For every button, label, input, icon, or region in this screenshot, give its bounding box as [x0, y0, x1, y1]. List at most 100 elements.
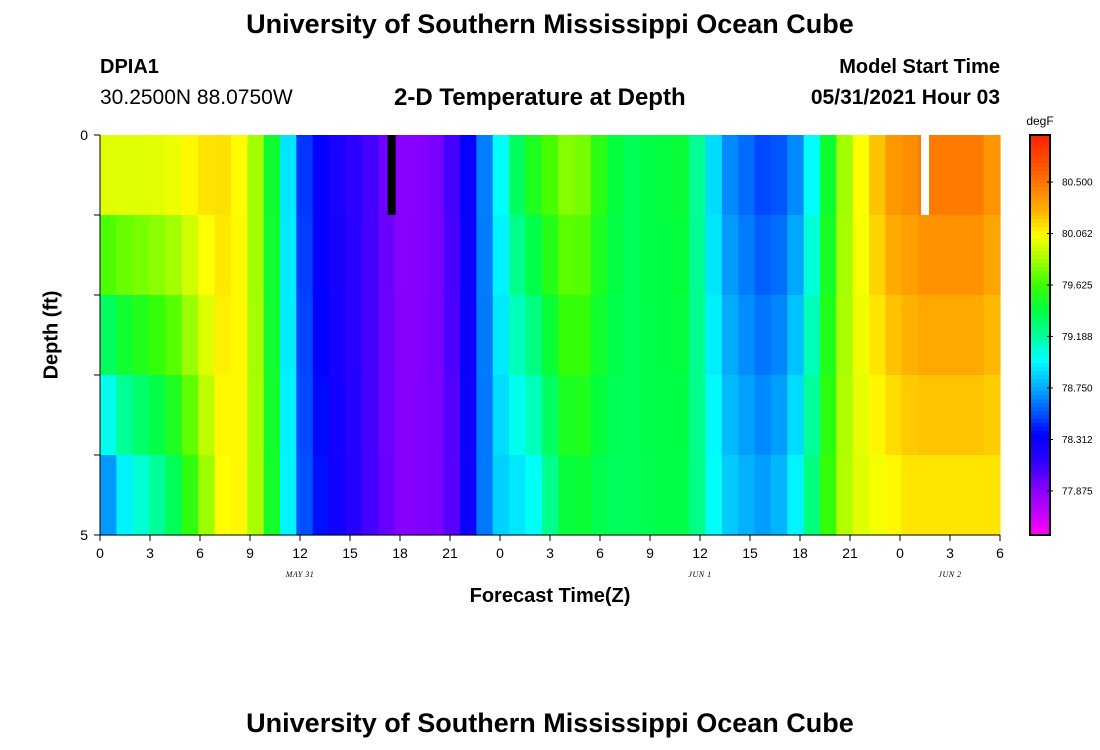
heatmap-cell	[116, 375, 134, 456]
colorbar-segment	[1030, 147, 1050, 152]
heatmap-cell	[165, 215, 183, 296]
heatmap-cell	[950, 135, 968, 216]
x-tick-label: 18	[392, 545, 408, 561]
colorbar-segment	[1030, 167, 1050, 172]
colorbar-segment	[1030, 431, 1050, 436]
colorbar-segment	[1030, 175, 1050, 180]
x-tick-label: 21	[842, 545, 858, 561]
colorbar-segment	[1030, 379, 1050, 384]
colorbar-segment	[1030, 247, 1050, 252]
heatmap-cell	[230, 135, 248, 216]
heatmap-cell	[230, 375, 248, 456]
heatmap-cell	[410, 215, 428, 296]
colorbar-segment	[1030, 155, 1050, 160]
heatmap-cell	[132, 135, 150, 216]
heatmap-cell	[263, 215, 281, 296]
heatmap-cell	[460, 455, 477, 536]
colorbar-segment	[1030, 499, 1050, 504]
page-title: University of Southern Mississippi Ocean…	[246, 9, 854, 39]
colorbar-segment	[1030, 523, 1050, 528]
heatmap-cell	[132, 295, 150, 376]
heatmap-cell	[852, 215, 870, 296]
colorbar-segment	[1030, 259, 1050, 264]
heatmap-cell	[509, 215, 527, 296]
heatmap-cell	[361, 295, 379, 376]
heatmap-cell	[410, 295, 428, 376]
heatmap-cell	[623, 455, 641, 536]
heatmap-cell	[918, 455, 936, 536]
heatmap-cell	[934, 215, 952, 296]
heatmap-cell	[869, 215, 887, 296]
colorbar-segment	[1030, 143, 1050, 148]
heatmap-cell	[149, 295, 167, 376]
heatmap-cell	[574, 455, 592, 536]
heatmap-cell	[885, 295, 903, 376]
colorbar-segment	[1030, 375, 1050, 380]
heatmap-cell	[443, 455, 461, 536]
heatmap-cell	[361, 375, 379, 456]
heatmap-cell	[296, 215, 314, 296]
heatmap-cell	[803, 295, 821, 376]
colorbar-frame	[1029, 134, 1051, 536]
y-tick-label: 5	[80, 527, 88, 543]
heatmap-cell	[230, 455, 248, 536]
colorbar-segment	[1030, 183, 1050, 188]
heatmap-cell	[345, 295, 363, 376]
colorbar-segment	[1030, 135, 1050, 140]
x-tick-label: 9	[246, 545, 254, 561]
heatmap-cell	[247, 375, 265, 456]
heatmap-cell	[590, 455, 608, 536]
date-label: JUN 2	[938, 570, 961, 579]
heatmap-cell	[721, 455, 739, 536]
heatmap-cell	[623, 375, 641, 456]
colorbar-segment	[1030, 271, 1050, 276]
x-tick-label: 6	[996, 545, 1004, 561]
heatmap-cell	[443, 295, 461, 376]
x-tick-label: 12	[292, 545, 308, 561]
heatmap-cell	[329, 375, 347, 456]
heatmap-cell	[247, 455, 265, 536]
heatmap-cell	[230, 215, 248, 296]
heatmap-cell	[934, 135, 952, 216]
heatmap-cell	[394, 215, 412, 296]
heatmap-cell	[672, 135, 690, 216]
heatmap-cell	[361, 455, 379, 536]
heatmap-cell	[181, 215, 199, 296]
heatmap-cell	[721, 135, 739, 216]
heatmap-cell	[198, 375, 216, 456]
time-marker	[921, 135, 929, 215]
colorbar-segment	[1030, 407, 1050, 412]
colorbar-segment	[1030, 335, 1050, 340]
heatmap-cell	[770, 375, 788, 456]
heatmap-cell	[100, 455, 117, 536]
colorbar-segment	[1030, 215, 1050, 220]
heatmap-cell	[901, 295, 919, 376]
colorbar-segment	[1030, 303, 1050, 308]
heatmap-cell	[983, 135, 1001, 216]
heatmap-cell	[280, 135, 297, 216]
heatmap-cell	[901, 215, 919, 296]
heatmap-cell	[525, 215, 543, 296]
heatmap-cell	[656, 135, 674, 216]
chart-subtitle: 2-D Temperature at Depth	[394, 84, 686, 111]
heatmap-cell	[623, 135, 641, 216]
heatmap-cell	[280, 215, 297, 296]
colorbar-segment	[1030, 383, 1050, 388]
heatmap-cell	[541, 135, 559, 216]
colorbar-segment	[1030, 527, 1050, 532]
heatmap-cell	[590, 215, 608, 296]
heatmap-cell	[100, 375, 117, 456]
heatmap-cell	[558, 295, 576, 376]
colorbar-segment	[1030, 371, 1050, 376]
colorbar-segment	[1030, 219, 1050, 224]
colorbar-segment	[1030, 231, 1050, 236]
heatmap-cell	[525, 455, 543, 536]
colorbar-segment	[1030, 359, 1050, 364]
heatmap-cell	[640, 215, 657, 296]
colorbar-segment	[1030, 187, 1050, 192]
colorbar-segment	[1030, 471, 1050, 476]
heatmap-cell	[918, 295, 936, 376]
colorbar-segment	[1030, 395, 1050, 400]
heatmap-cell	[754, 375, 772, 456]
heatmap-cell	[280, 455, 297, 536]
